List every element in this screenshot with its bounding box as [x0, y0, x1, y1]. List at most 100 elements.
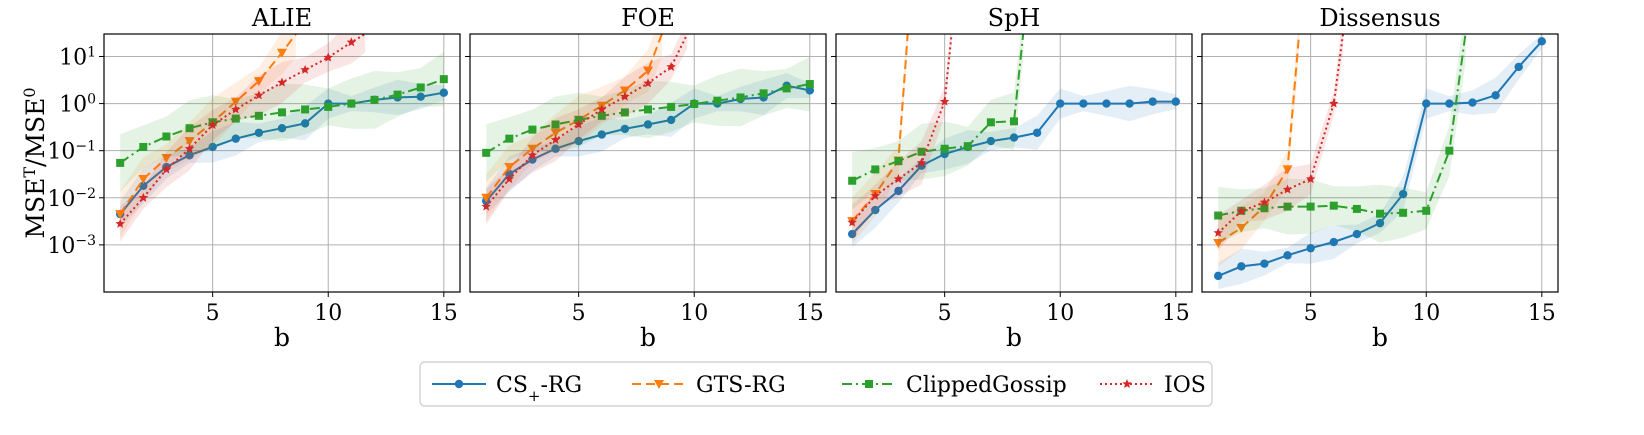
plot-area	[115, 34, 449, 242]
x-tick-label: 10	[314, 301, 342, 326]
data-point	[1236, 206, 1247, 216]
data-point	[278, 108, 286, 117]
data-point	[254, 128, 264, 137]
panel-dissensus: 5 10 15 Dissensus b	[1197, 4, 1559, 352]
data-point	[439, 75, 448, 84]
data-point	[667, 102, 676, 111]
data-point	[551, 120, 560, 129]
data-point	[916, 157, 927, 167]
x-tick-label: 5	[206, 301, 220, 326]
data-point	[1056, 99, 1065, 108]
axes-frame	[1201, 33, 1559, 293]
confidence-band	[852, 34, 1024, 210]
data-point	[1282, 184, 1293, 194]
data-point	[184, 137, 195, 147]
data-point	[782, 84, 791, 93]
data-point	[528, 125, 537, 134]
series-ios	[481, 34, 689, 225]
data-point	[1125, 99, 1134, 108]
data-point	[1009, 133, 1019, 142]
data-point	[1375, 218, 1385, 228]
data-point	[1282, 165, 1293, 175]
data-point	[231, 134, 240, 143]
gridlines	[1202, 34, 1558, 292]
data-point	[300, 119, 310, 128]
data-point	[847, 217, 857, 227]
legend-entry: IOS	[1100, 373, 1206, 398]
data-point	[481, 201, 491, 211]
data-point	[940, 144, 949, 153]
series-ios	[1213, 34, 1344, 251]
data-point	[1213, 271, 1223, 281]
data-point	[161, 153, 172, 163]
legend: CS+-RG GTS-RG ClippedGossip IOS	[419, 361, 1213, 407]
x-axis-label: b	[1372, 323, 1388, 352]
data-point	[416, 92, 425, 101]
x-tick-label: 15	[430, 301, 458, 326]
data-point	[894, 186, 903, 196]
data-point	[963, 142, 972, 151]
data-point	[347, 99, 356, 108]
data-point	[1306, 202, 1315, 211]
data-point	[759, 89, 768, 98]
data-point	[847, 229, 857, 239]
legend-label: ClippedGossip	[906, 373, 1067, 398]
data-point	[573, 119, 584, 129]
data-point	[654, 380, 664, 389]
data-point	[1445, 99, 1454, 108]
data-point	[871, 205, 880, 215]
data-point	[917, 161, 926, 170]
data-point	[917, 147, 926, 156]
x-tick-label: 15	[1528, 301, 1556, 326]
data-point	[161, 164, 172, 174]
y-tick-label: 10−1	[47, 139, 96, 165]
confidence-band	[1218, 34, 1542, 289]
data-point	[871, 165, 880, 174]
data-point	[504, 174, 515, 184]
confidence-band	[120, 34, 296, 238]
data-point	[550, 128, 561, 138]
series-line	[119, 78, 445, 164]
panel-title: ALIE	[251, 4, 312, 32]
confidence-band	[486, 73, 810, 215]
data-point	[115, 210, 126, 220]
plot-area	[847, 34, 1181, 248]
data-point	[1305, 174, 1316, 184]
data-point	[643, 66, 653, 76]
data-point	[1329, 98, 1339, 108]
data-point	[939, 96, 950, 106]
data-point	[138, 192, 149, 202]
data-point	[208, 142, 217, 152]
confidence-band	[486, 34, 662, 222]
data-point	[482, 148, 491, 157]
plot-area	[481, 34, 815, 225]
data-point	[805, 86, 815, 95]
data-point	[1283, 251, 1292, 260]
x-tick-label: 5	[1304, 301, 1318, 326]
data-point	[1260, 204, 1269, 213]
data-point	[1329, 237, 1338, 247]
data-point	[894, 157, 903, 166]
data-point	[666, 61, 676, 71]
data-point	[1171, 97, 1181, 106]
data-point	[138, 175, 149, 185]
data-point	[277, 77, 287, 87]
y-tick-label: 100	[59, 92, 96, 118]
axes-frame	[835, 33, 1193, 293]
x-tick-label: 10	[680, 301, 708, 326]
data-point	[1259, 197, 1270, 207]
data-point	[1213, 238, 1224, 248]
legend-entry: ClippedGossip	[842, 373, 1067, 398]
data-point	[527, 144, 538, 154]
series-cs-rg	[481, 73, 815, 215]
legend-label: GTS-RG	[696, 373, 786, 398]
y-axis-label-text: MSET/MSE0	[20, 87, 51, 238]
data-point	[643, 120, 653, 129]
series-cs-rg	[1213, 34, 1547, 289]
data-point	[986, 136, 996, 146]
panel-title: FOE	[621, 4, 675, 32]
data-point	[1122, 379, 1132, 389]
data-point	[254, 90, 264, 100]
data-point	[1214, 211, 1223, 220]
